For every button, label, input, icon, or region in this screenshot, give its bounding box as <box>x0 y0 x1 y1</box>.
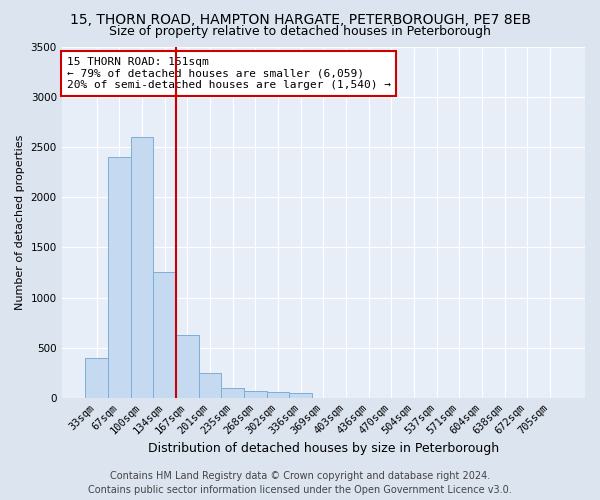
Y-axis label: Number of detached properties: Number of detached properties <box>15 134 25 310</box>
Bar <box>266 392 289 398</box>
Text: Contains HM Land Registry data © Crown copyright and database right 2024.
Contai: Contains HM Land Registry data © Crown c… <box>88 471 512 495</box>
Bar <box>244 391 266 398</box>
Bar <box>131 137 154 398</box>
Text: Size of property relative to detached houses in Peterborough: Size of property relative to detached ho… <box>109 25 491 38</box>
Bar <box>85 358 108 398</box>
Bar <box>289 393 312 398</box>
Bar <box>199 373 221 398</box>
Bar <box>221 388 244 398</box>
Text: 15 THORN ROAD: 151sqm
← 79% of detached houses are smaller (6,059)
20% of semi-d: 15 THORN ROAD: 151sqm ← 79% of detached … <box>67 57 391 90</box>
Bar <box>176 334 199 398</box>
Bar <box>108 157 131 398</box>
Bar <box>154 272 176 398</box>
X-axis label: Distribution of detached houses by size in Peterborough: Distribution of detached houses by size … <box>148 442 499 455</box>
Text: 15, THORN ROAD, HAMPTON HARGATE, PETERBOROUGH, PE7 8EB: 15, THORN ROAD, HAMPTON HARGATE, PETERBO… <box>70 12 530 26</box>
